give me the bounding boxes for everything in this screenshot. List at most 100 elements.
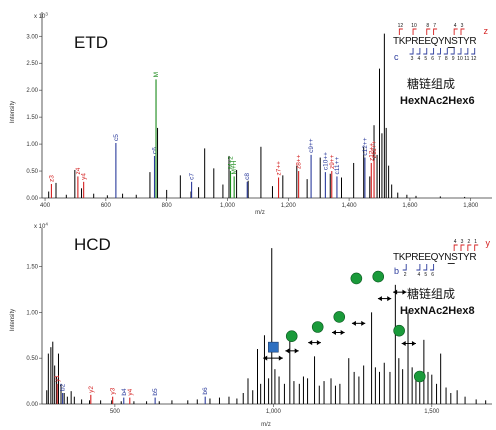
hcd-top-cleavage-bracket bbox=[474, 244, 479, 251]
etd-peak-label: c5 bbox=[113, 134, 120, 141]
etd-peak-label: c12++ bbox=[362, 137, 369, 155]
etd-bottom-cleavage-bracket bbox=[457, 48, 462, 55]
etd-bottom-ion-number: 5 bbox=[424, 56, 427, 62]
hcd-y-tick-label: 1.00 bbox=[26, 310, 38, 316]
etd-top-ion-number: 3 bbox=[461, 23, 464, 29]
hcd-bottom-ion-letter: b bbox=[394, 266, 399, 276]
etd-bottom-cleavage-bracket bbox=[423, 48, 428, 55]
etd-bottom-ion-letter: c bbox=[394, 52, 399, 62]
etd-bottom-ion-number: 11 bbox=[464, 56, 469, 62]
etd-peak-label: c9++ bbox=[308, 138, 315, 153]
etd-x-tick-label: 1,000 bbox=[220, 203, 236, 209]
etd-peak-label: z7++ bbox=[276, 161, 283, 176]
etd-y-exponent: x 103 bbox=[34, 12, 48, 21]
etd-method-label: ETD bbox=[74, 33, 108, 52]
hcd-hex-circle bbox=[372, 270, 385, 283]
etd-y-tick-label: 3.00 bbox=[26, 34, 38, 40]
hcd-peak-label: y1 bbox=[54, 375, 61, 382]
hcd-composition: HexNAc2Hex8 bbox=[400, 305, 475, 317]
hcd-peak-label: y3 bbox=[110, 387, 117, 394]
hcd-x-tick-label: 500 bbox=[110, 409, 121, 415]
hcd-arrow-head bbox=[401, 341, 416, 346]
hcd-peak-label: b6 bbox=[202, 387, 209, 395]
etd-x-axis-label: m/z bbox=[255, 210, 265, 216]
hcd-arrow-head bbox=[285, 348, 299, 354]
etd-composition: HexNAc2Hex6 bbox=[400, 95, 475, 107]
hcd-bottom-cleavage-bracket bbox=[423, 264, 428, 271]
hcd-top-ion-letter: y bbox=[486, 238, 491, 248]
hcd-x-tick-label: 1,500 bbox=[424, 409, 440, 415]
etd-bottom-cleavage-bracket bbox=[450, 48, 455, 55]
hcd-top-ion-number: 1 bbox=[474, 239, 477, 245]
hcd-bottom-ion-number: 4 bbox=[418, 272, 421, 278]
etd-bottom-cleavage-bracket bbox=[430, 48, 435, 55]
hcd-bottom-cleavage-bracket bbox=[430, 264, 435, 271]
hcd-y-exponent: x 104 bbox=[34, 222, 48, 231]
etd-top-ion-number: 12 bbox=[398, 23, 404, 29]
etd-bottom-ion-number: 12 bbox=[471, 56, 477, 62]
etd-bottom-ion-number: 8 bbox=[445, 56, 448, 62]
etd-y-tick-label: 1.50 bbox=[26, 115, 38, 121]
hcd-bottom-ion-number: 6 bbox=[431, 272, 434, 278]
etd-peak-label: c10++ bbox=[322, 152, 329, 170]
etd-y-tick-label: 0.00 bbox=[26, 196, 38, 202]
etd-peak-label: M+2 bbox=[228, 156, 235, 169]
etd-y-tick-label: 1.00 bbox=[26, 142, 38, 148]
etd-peak-label: z4 bbox=[75, 167, 82, 174]
etd-peak-label: z8++ bbox=[296, 154, 303, 169]
hcd-arrow-head bbox=[308, 340, 321, 346]
hcd-hex-circle bbox=[311, 321, 324, 333]
hcd-top-cleavage-bracket bbox=[467, 244, 472, 251]
hcd-hex-circle bbox=[333, 311, 346, 323]
etd-x-tick-label: 1,600 bbox=[402, 203, 418, 209]
hcd-peak-label: b2 bbox=[60, 383, 67, 391]
hcd-top-cleavage-bracket bbox=[453, 244, 458, 251]
etd-bottom-ion-number: 9 bbox=[452, 56, 455, 62]
etd-bottom-cleavage-bracket bbox=[464, 48, 469, 55]
etd-peak-label: z11++ bbox=[371, 140, 378, 158]
etd-x-tick-label: 1,200 bbox=[281, 203, 297, 209]
hcd-arrow-head bbox=[377, 296, 392, 302]
etd-top-cleavage-bracket bbox=[426, 28, 431, 35]
etd-peak-label: z9++ bbox=[329, 154, 336, 169]
etd-bottom-cleavage-bracket bbox=[443, 48, 448, 55]
hcd-bottom-cleavage-bracket bbox=[402, 264, 407, 271]
etd-top-cleavage-bracket bbox=[433, 28, 438, 35]
hcd-sequence: TKPREEQYNSTYR bbox=[393, 252, 476, 263]
hcd-bottom-ion-number: 2 bbox=[404, 272, 407, 278]
etd-bottom-cleavage-bracket bbox=[409, 48, 414, 55]
hcd-hex-circle bbox=[350, 272, 363, 285]
hcd-panel: x 104 Intensity m/z HCD 糖链组成 HexNAc2Hex8… bbox=[10, 222, 492, 428]
etd-top-cleavage-bracket bbox=[398, 28, 403, 35]
etd-peak-label: z3 bbox=[48, 175, 55, 182]
hcd-x-tick-label: 1,000 bbox=[266, 409, 282, 415]
etd-y-axis-label: Intensity bbox=[10, 101, 16, 123]
etd-bottom-cleavage-bracket bbox=[416, 48, 421, 55]
etd-top-cleavage-bracket bbox=[453, 28, 458, 35]
etd-top-ion-number: 10 bbox=[411, 23, 417, 29]
etd-bottom-ion-number: 4 bbox=[418, 56, 421, 62]
etd-peak-label: y4 bbox=[81, 173, 88, 180]
etd-peak-label: M+H bbox=[231, 160, 238, 174]
hcd-peak-label: b4 bbox=[121, 388, 128, 396]
etd-y-tick-label: 2.50 bbox=[26, 61, 38, 67]
etd-x-tick-label: 600 bbox=[101, 203, 112, 209]
hcd-top-ion-number: 4 bbox=[454, 239, 457, 245]
hcd-top-ion-number: 3 bbox=[461, 239, 464, 245]
etd-peak-label: z12++ bbox=[368, 143, 375, 161]
etd-x-tick-label: 400 bbox=[40, 203, 51, 209]
etd-y-tick-label: 0.50 bbox=[26, 169, 38, 175]
etd-peak-label: M bbox=[153, 72, 160, 77]
etd-top-cleavage-bracket bbox=[412, 28, 417, 35]
etd-x-tick-label: 1,400 bbox=[342, 203, 358, 209]
hcd-arrow-head bbox=[351, 320, 366, 326]
etd-panel: x 103 Intensity m/z ETD 糖链组成 HexNAc2Hex6… bbox=[10, 12, 492, 216]
hcd-y-axis-label: Intensity bbox=[10, 309, 16, 331]
etd-x-tick-label: 1,800 bbox=[463, 203, 479, 209]
etd-top-ion-number: 4 bbox=[454, 23, 457, 29]
etd-composition-chinese: 糖链组成 bbox=[407, 76, 455, 91]
hcd-hex-circle bbox=[393, 324, 405, 337]
hcd-top-ion-number: 2 bbox=[467, 239, 470, 245]
etd-bottom-ion-number: 3 bbox=[411, 56, 414, 62]
